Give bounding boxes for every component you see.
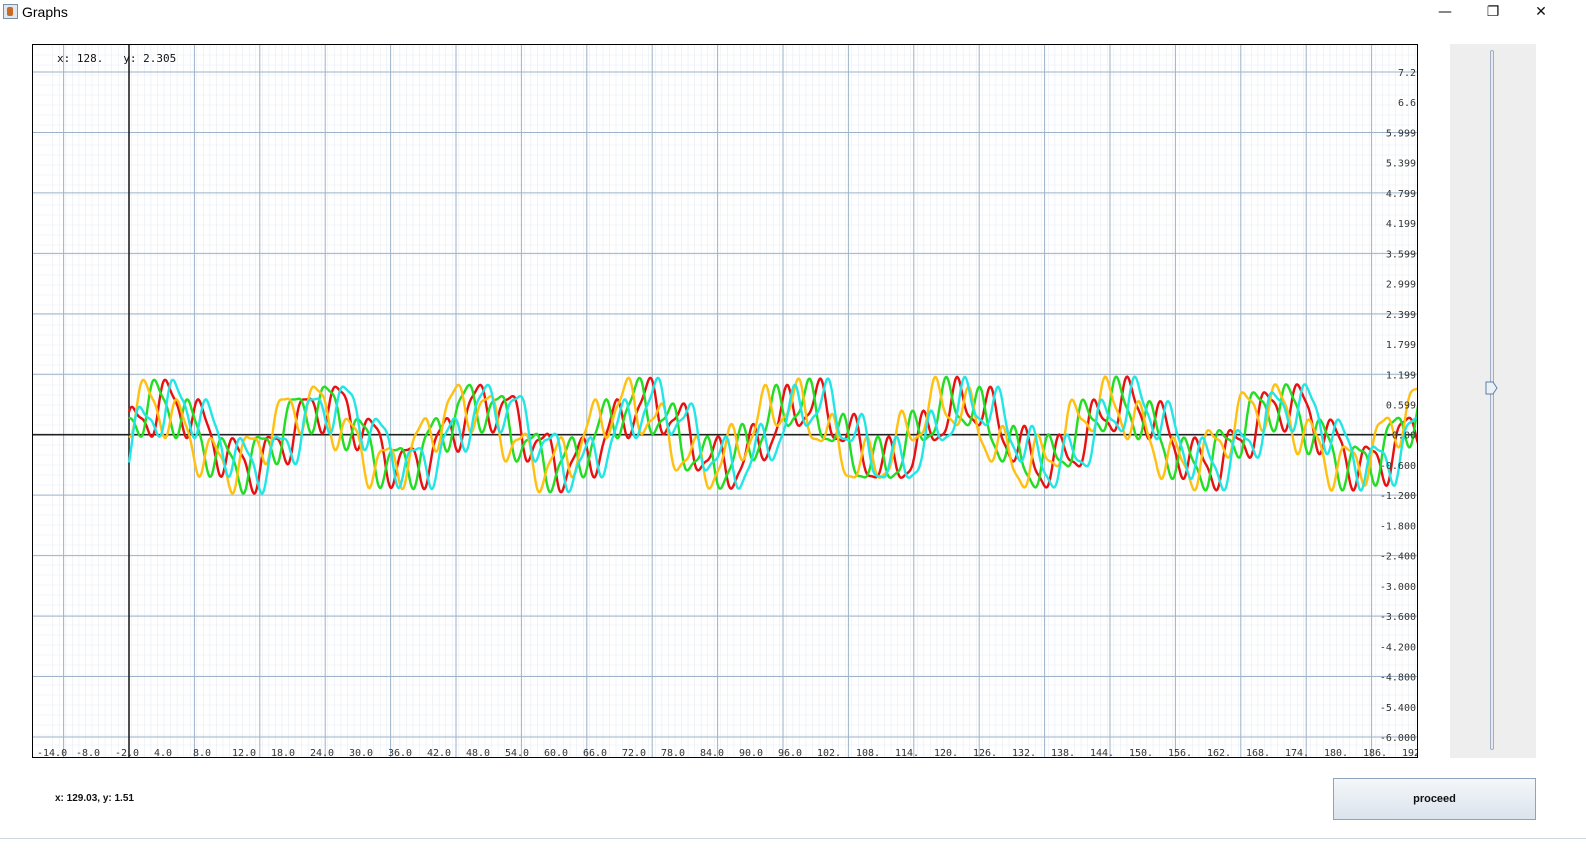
x-tick-label: 168.	[1246, 748, 1270, 758]
y-tick-label: -2.400	[1380, 552, 1416, 563]
x-tick-label: 78.0	[661, 748, 685, 758]
x-tick-label: 192.	[1402, 748, 1418, 758]
x-tick-label: 126.	[973, 748, 997, 758]
x-tick-label: 12.0	[232, 748, 256, 758]
vertical-slider-track[interactable]	[1490, 50, 1494, 750]
y-tick-label: 6.6	[1398, 98, 1416, 109]
x-tick-label: 54.0	[505, 748, 529, 758]
x-tick-label: 42.0	[427, 748, 451, 758]
x-tick-label: 4.0	[154, 748, 172, 758]
y-tick-label: -1.200	[1380, 491, 1416, 502]
y-tick-label: -1.800	[1380, 521, 1416, 532]
minimize-icon: —	[1438, 4, 1452, 20]
minimize-button[interactable]: —	[1422, 0, 1468, 24]
x-tick-label: -14.0	[37, 748, 67, 758]
x-tick-label: 8.0	[193, 748, 211, 758]
series-line-1	[127, 375, 1417, 495]
x-tick-label: 108.	[856, 748, 880, 758]
x-tick-label: 18.0	[271, 748, 295, 758]
x-tick-label: 156.	[1168, 748, 1192, 758]
x-tick-label: 150.	[1129, 748, 1153, 758]
cursor-coordinate-readout: x: 128. y: 2.305	[57, 52, 177, 65]
x-tick-label: 144.	[1090, 748, 1114, 758]
y-tick-label: 4.799	[1386, 189, 1416, 200]
java-app-icon	[3, 4, 18, 19]
y-tick-label: 3.599	[1386, 249, 1416, 260]
y-tick-label: -4.200	[1380, 642, 1416, 653]
x-tick-label: 138.	[1051, 748, 1075, 758]
x-tick-label: -2.0	[115, 748, 139, 758]
close-button[interactable]: ✕	[1518, 0, 1564, 24]
status-coordinates: x: 129.03, y: 1.51	[55, 793, 134, 804]
x-tick-label: 174.	[1285, 748, 1309, 758]
y-tick-label: 4.199	[1386, 219, 1416, 230]
y-tick-label: 0.599	[1386, 401, 1416, 412]
graph-canvas[interactable]: -14.0 -8.0 -2.0 4.0 8.0 12.0 18.0 24.0 30.0 36.0 4…	[32, 44, 1418, 758]
proceed-button-label: proceed	[1413, 793, 1456, 805]
x-tick-label: 66.0	[583, 748, 607, 758]
x-tick-label: 30.0	[349, 748, 373, 758]
y-tick-label: 7.2	[1398, 68, 1416, 79]
x-tick-label: 90.0	[739, 748, 763, 758]
title-bar: Graphs — ❐ ✕	[0, 0, 1586, 24]
restore-button[interactable]: ❐	[1470, 0, 1516, 24]
y-tick-label: -0.00	[1386, 431, 1416, 442]
y-tick-label: -4.800	[1380, 673, 1416, 684]
x-tick-label: -8.0	[76, 748, 100, 758]
y-tick-label: 2.999	[1386, 280, 1416, 291]
x-tick-label: 180.	[1324, 748, 1348, 758]
x-tick-label: 186.	[1363, 748, 1387, 758]
y-tick-label: -6.000	[1380, 733, 1416, 744]
bottom-divider	[0, 838, 1586, 839]
x-tick-label: 72.0	[622, 748, 646, 758]
x-tick-label: 120.	[934, 748, 958, 758]
series-line-4	[127, 375, 1417, 495]
x-tick-label: 60.0	[544, 748, 568, 758]
x-tick-label: 114.	[895, 748, 919, 758]
y-tick-label: 1.199	[1386, 370, 1416, 381]
x-tick-label: 24.0	[310, 748, 334, 758]
x-tick-label: 36.0	[388, 748, 412, 758]
series-line-2	[128, 375, 1417, 495]
window-title: Graphs	[22, 4, 68, 20]
proceed-button[interactable]: proceed	[1333, 778, 1536, 820]
y-tick-label: -3.000	[1380, 582, 1416, 593]
series-line-3	[128, 375, 1417, 495]
y-tick-label: 5.999	[1386, 128, 1416, 139]
y-tick-label: -0.600	[1380, 461, 1416, 472]
x-tick-label: 162.	[1207, 748, 1231, 758]
y-tick-label: -3.600	[1380, 612, 1416, 623]
x-tick-label: 84.0	[700, 748, 724, 758]
x-tick-label: 102.	[817, 748, 841, 758]
x-tick-label: 48.0	[466, 748, 490, 758]
y-tick-label: 1.799	[1386, 340, 1416, 351]
slider-thumb[interactable]	[1485, 381, 1498, 395]
graph-svg: -14.0 -8.0 -2.0 4.0 8.0 12.0 18.0 24.0 30.0 36.0 4…	[33, 45, 1418, 758]
y-tick-label: -5.400	[1380, 703, 1416, 714]
restore-icon: ❐	[1486, 4, 1500, 20]
close-icon: ✕	[1535, 4, 1547, 20]
y-tick-label: 2.399	[1386, 310, 1416, 321]
x-tick-label: 132.	[1012, 748, 1036, 758]
y-tick-label: 5.399	[1386, 159, 1416, 170]
x-tick-label: 96.0	[778, 748, 802, 758]
